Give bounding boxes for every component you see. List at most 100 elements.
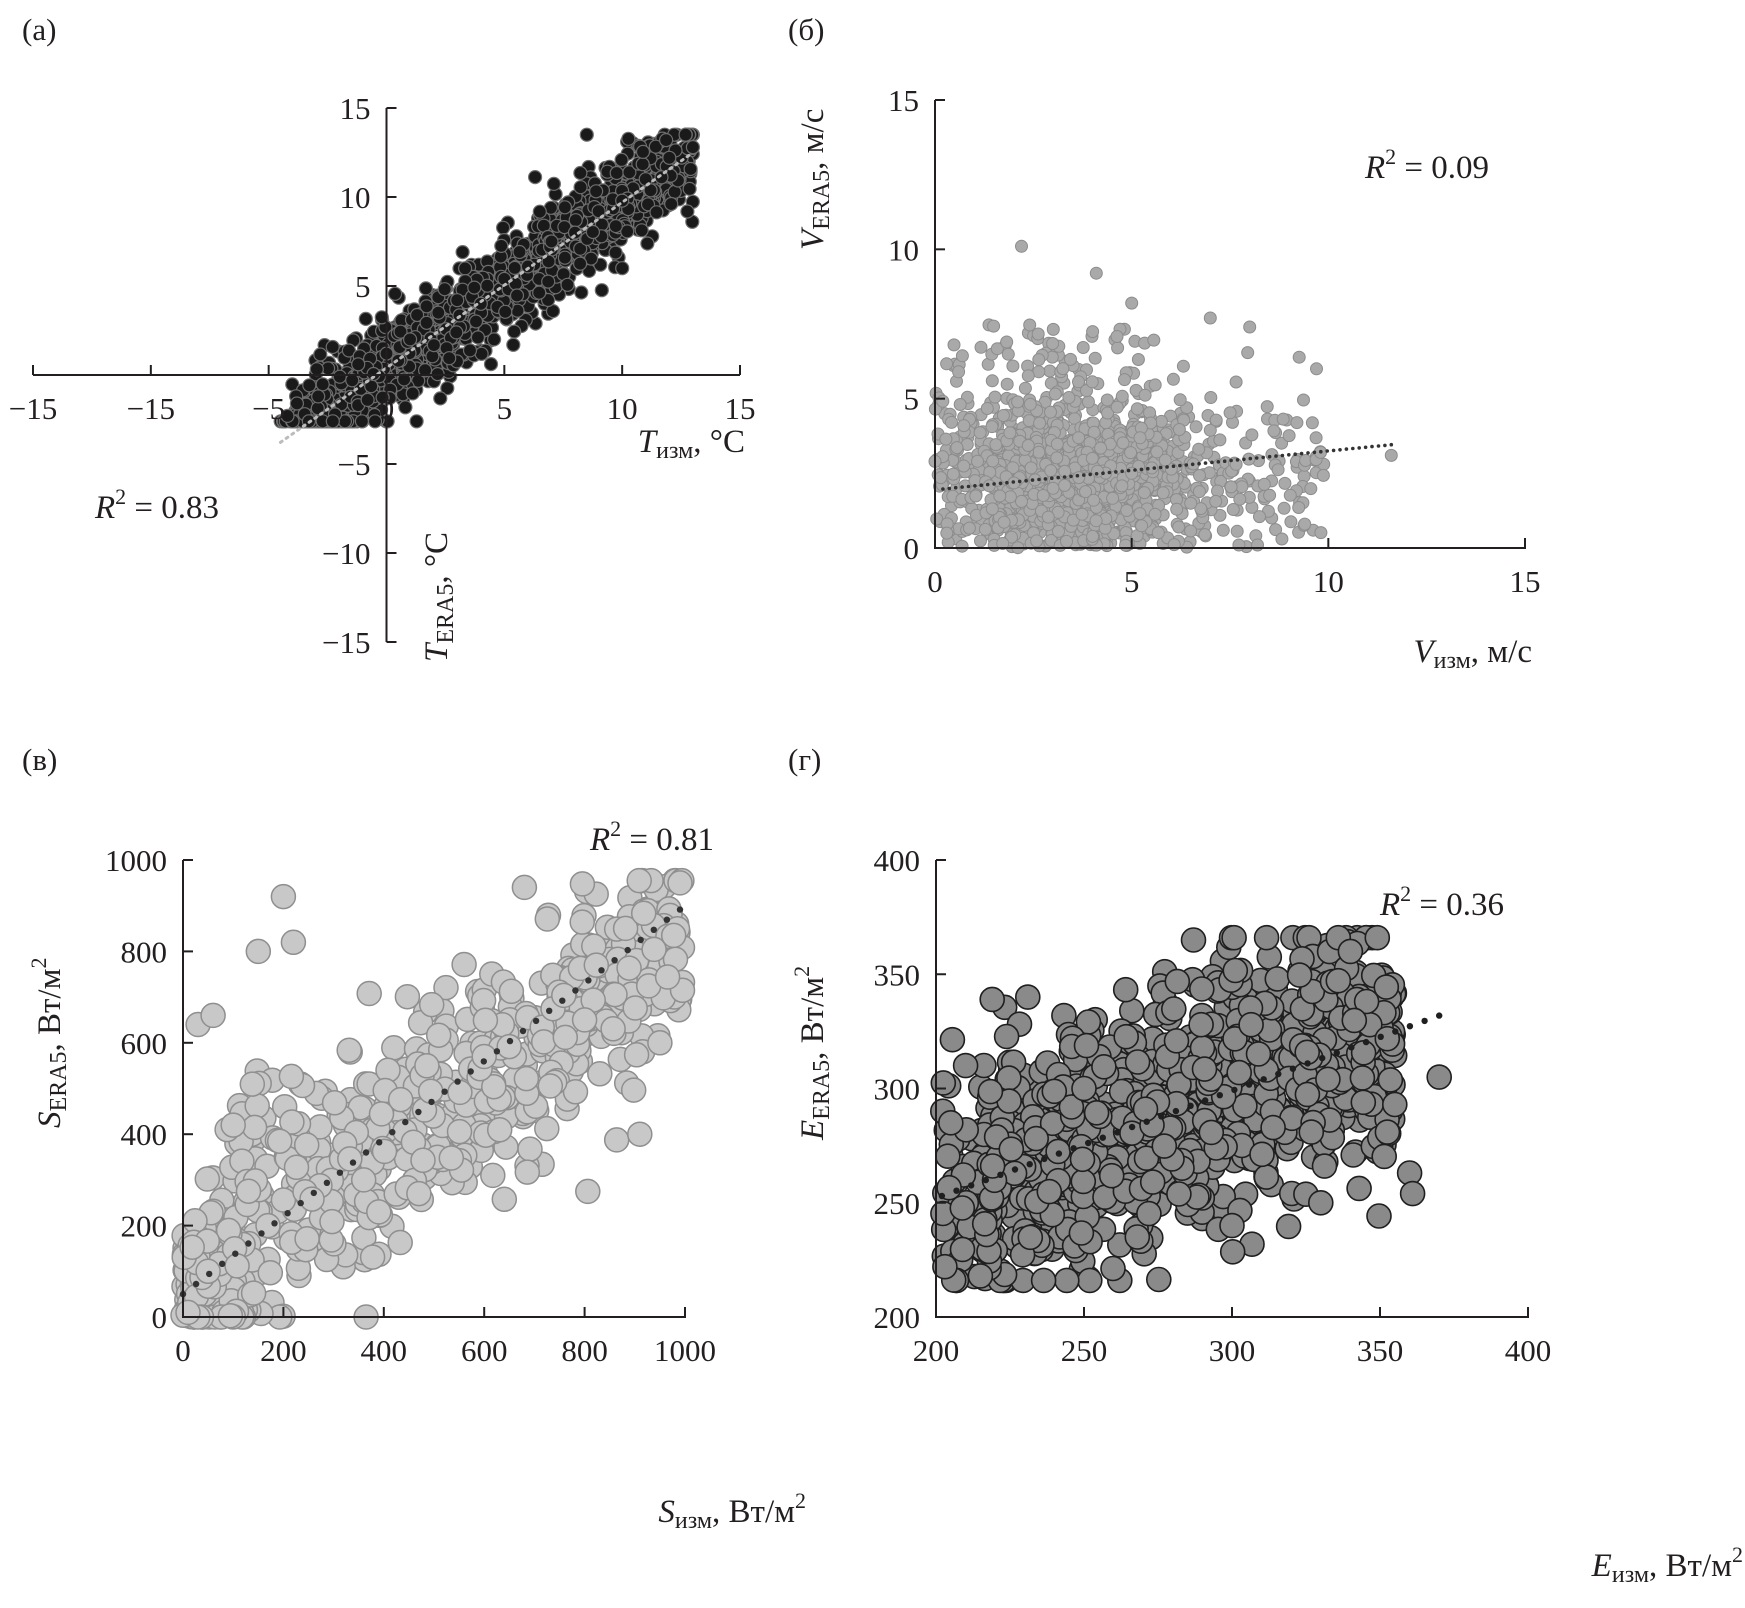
trend-dot [1261, 455, 1265, 460]
trend-dot [1319, 449, 1323, 454]
data-point [527, 170, 543, 185]
y-tick-label: 5 [355, 269, 371, 304]
data-point [446, 1118, 473, 1145]
data-point [971, 454, 984, 468]
trend-dot [245, 1240, 252, 1247]
data-point [419, 299, 434, 314]
trend-dot [1107, 470, 1112, 475]
trend-dot [428, 1098, 435, 1106]
data-point [573, 165, 588, 181]
data-point [398, 400, 413, 415]
data-point [1292, 501, 1306, 514]
data-point [612, 915, 639, 942]
y-tick-label: 0 [152, 1300, 168, 1335]
data-point [1024, 461, 1038, 475]
data-point [1253, 510, 1266, 524]
trend-dot [1325, 449, 1329, 453]
data-point [1030, 534, 1044, 548]
data-point [1253, 924, 1280, 951]
trend-dot [998, 481, 1003, 486]
data-point [1000, 377, 1014, 391]
data-point [1148, 507, 1162, 521]
data-point [1028, 473, 1042, 487]
data-point [957, 459, 971, 473]
data-point [1133, 431, 1147, 445]
r2-label-c: R2 = 0.81 [589, 816, 714, 858]
data-point [514, 1159, 541, 1185]
data-point [541, 274, 556, 289]
data-point [936, 394, 950, 408]
data-point [1115, 389, 1129, 403]
trend-dot [1030, 478, 1035, 482]
data-point [947, 338, 961, 352]
data-point [1213, 433, 1227, 447]
data-point [557, 250, 573, 265]
data-point [1271, 463, 1285, 477]
data-point [602, 981, 628, 1008]
points-group-c [170, 867, 696, 1330]
trend-dot [1210, 460, 1214, 465]
data-point [978, 522, 992, 536]
trend-dot [219, 1260, 226, 1267]
data-point [1243, 320, 1257, 334]
trend-dot [1050, 476, 1054, 481]
data-point [425, 1022, 452, 1048]
panel-c: (в) 0 200 400 600 800 1000 0 200 400 600 800 1000 … [0, 730, 860, 1608]
trend-dot [650, 926, 657, 933]
x-tick-label: 5 [1124, 564, 1140, 599]
data-point [1226, 503, 1240, 516]
data-point [1062, 391, 1076, 404]
trend-dot [966, 484, 971, 489]
data-point [685, 140, 701, 155]
trend-dot [480, 1058, 487, 1065]
data-point [414, 1053, 440, 1079]
data-point [1131, 353, 1145, 366]
x-tick-label: 0 [379, 391, 395, 426]
data-point [1184, 496, 1198, 510]
x-axis-title-b: Vизм, м/с [1413, 634, 1532, 674]
data-point [220, 1112, 246, 1138]
axes-c [182, 859, 686, 1318]
data-point [289, 396, 304, 411]
trend-dot [1011, 480, 1016, 484]
data-point [512, 244, 527, 260]
data-point [1023, 318, 1037, 332]
axes-b [934, 99, 1526, 549]
data-point [934, 471, 948, 485]
data-point [1145, 461, 1159, 475]
data-point [1260, 400, 1274, 414]
data-point [1000, 335, 1014, 349]
data-point [224, 1253, 250, 1279]
data-point [1172, 423, 1186, 436]
data-point [368, 1101, 395, 1127]
trend-dot [1383, 443, 1387, 448]
data-point [1089, 514, 1103, 528]
trend-dot [1062, 475, 1067, 479]
data-point [302, 378, 317, 393]
trend-dot [572, 987, 579, 994]
data-point [1046, 337, 1060, 350]
data-point [394, 983, 421, 1010]
data-point [397, 372, 412, 387]
data-point [953, 398, 967, 411]
data-point [1224, 480, 1238, 494]
trend-dot [258, 1230, 265, 1237]
data-point [974, 534, 987, 548]
data-point [509, 288, 525, 303]
data-point [1111, 341, 1125, 355]
trend-dot [1357, 446, 1361, 450]
data-point [626, 867, 652, 894]
trend-dot [1075, 473, 1080, 478]
data-point [1275, 532, 1289, 546]
data-point [240, 1280, 267, 1306]
data-point [1089, 266, 1103, 280]
data-point [1100, 1255, 1126, 1282]
data-point [1023, 397, 1037, 411]
data-point [513, 1065, 540, 1092]
x-tick-label: −15 [127, 391, 175, 426]
data-point [1233, 492, 1247, 506]
data-point [494, 238, 509, 253]
data-point [498, 978, 525, 1005]
data-point [603, 1127, 630, 1153]
data-point [1021, 439, 1035, 452]
